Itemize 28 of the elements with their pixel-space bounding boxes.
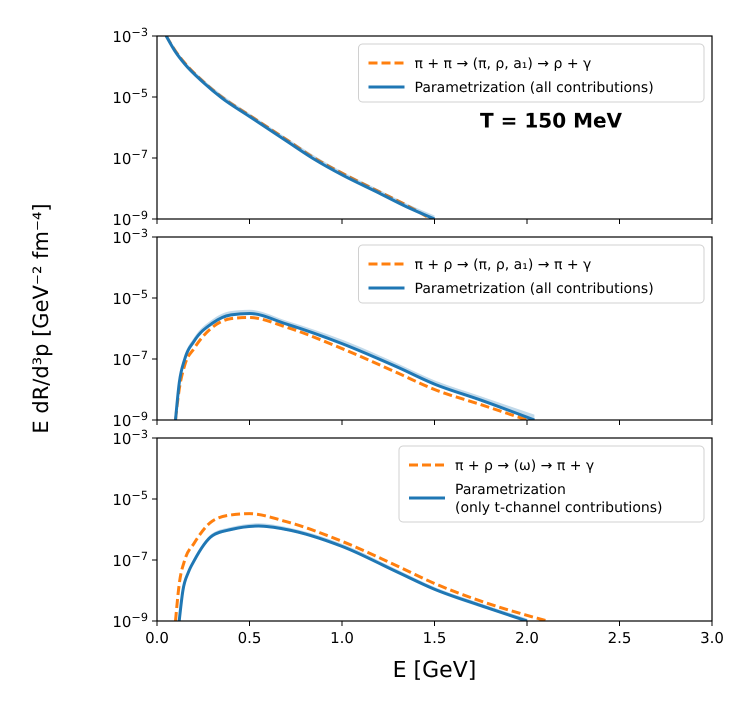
y-tick-label: 10$^{−3}$ <box>112 26 148 46</box>
x-tick-label: 1.5 <box>422 629 446 647</box>
y-axis-title: E dR/d³p [GeV⁻² fm⁻⁴] <box>29 203 53 434</box>
y-tick-label: 10$^{−5}$ <box>112 488 148 509</box>
x-tick-label: 0.0 <box>145 629 169 647</box>
y-tick-label: 10$^{−5}$ <box>112 86 148 107</box>
y-tick-label: 10$^{−7}$ <box>112 348 148 369</box>
x-tick-label: 1.0 <box>330 629 354 647</box>
legend-label: π + ρ → (π, ρ, a₁) → π + γ <box>414 257 592 273</box>
y-tick-label: 10$^{−9}$ <box>112 610 148 631</box>
y-tick-label: 10$^{−5}$ <box>112 288 148 308</box>
y-tick-label: 10$^{−9}$ <box>112 208 148 229</box>
x-axis-title: E [GeV] <box>392 658 476 683</box>
annotation: T = 150 MeV <box>480 108 623 132</box>
y-tick-label: 10$^{−9}$ <box>112 410 148 430</box>
x-tick-label: 2.5 <box>608 629 632 647</box>
legend-label: Parametrization (only t-channel contributions) <box>455 482 663 516</box>
legend-label: Parametrization (all contributions) <box>414 80 654 96</box>
legend-label: π + ρ → (ω) → π + γ <box>455 458 594 474</box>
y-tick-label: 10$^{−7}$ <box>112 550 148 570</box>
legend-label: π + π → (π, ρ, a₁) → ρ + γ <box>414 56 592 72</box>
x-tick-label: 0.5 <box>238 629 262 647</box>
legend-label: Parametrization (all contributions) <box>414 281 654 297</box>
y-tick-label: 10$^{−3}$ <box>112 428 148 448</box>
y-tick-label: 10$^{−3}$ <box>112 226 148 247</box>
x-tick-label: 3.0 <box>700 629 724 647</box>
y-tick-label: 10$^{−7}$ <box>112 148 148 168</box>
x-tick-label: 2.0 <box>515 629 539 647</box>
